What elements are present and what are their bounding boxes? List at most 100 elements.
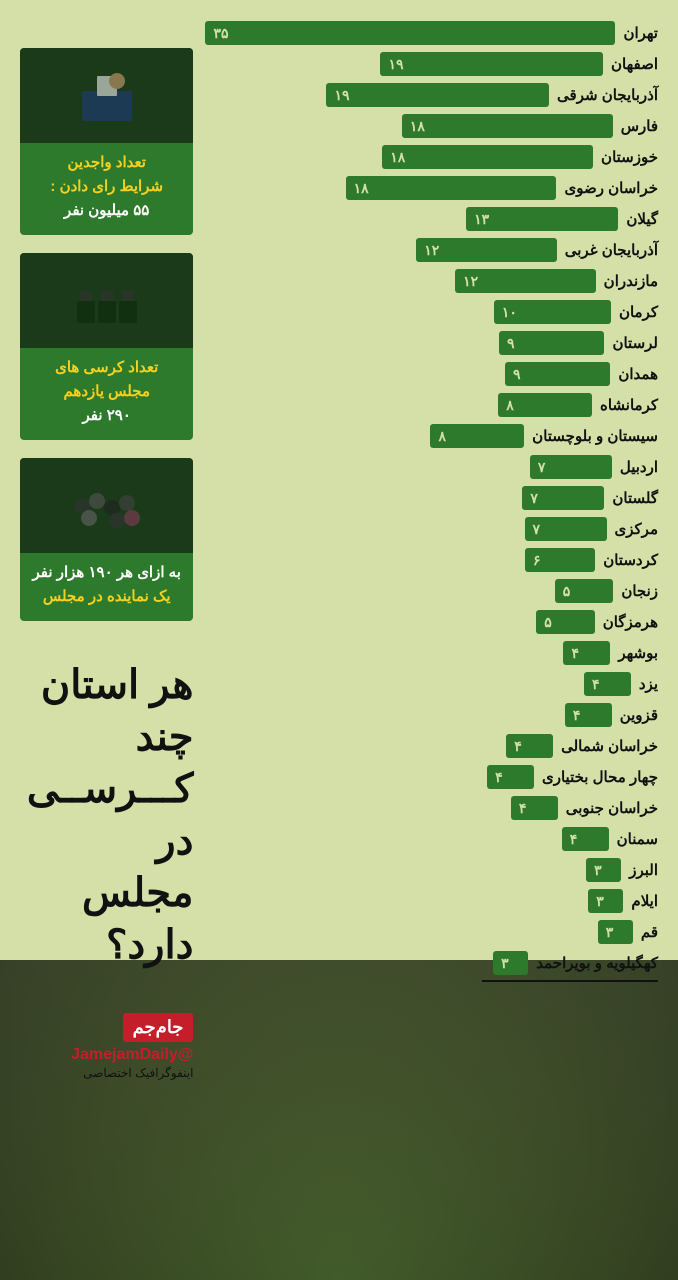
card-line: به ازای هر ۱۹۰ هزار نفر <box>33 564 181 581</box>
bar-label: یزد <box>631 675 658 693</box>
bar: ۴ <box>563 641 610 665</box>
bar-value: ۱۸ <box>410 118 431 135</box>
bar-label: سیستان و بلوچستان <box>524 427 658 445</box>
info-card-ratio: به ازای هر ۱۹۰ هزار نفر یک نماینده در مج… <box>20 458 193 621</box>
bar: ۵ <box>536 610 595 634</box>
brand: جام‌جم @JamejamDaily اینفوگرافیک اختصاصی <box>20 1013 193 1080</box>
bar-label: مازندران <box>596 272 658 290</box>
bar-row: خراسان رضوی ۱۸ <box>205 173 658 203</box>
bar: ۳ <box>586 858 621 882</box>
bar-row: فارس ۱۸ <box>205 111 658 141</box>
bar-value: ۴ <box>592 676 606 693</box>
bar: ۱۲ <box>416 238 557 262</box>
bar-label: خراسان رضوی <box>556 179 658 197</box>
bar-row: زنجان ۵ <box>205 576 658 606</box>
bar-value: ۶ <box>533 552 547 569</box>
bar-label: تهران <box>615 24 658 42</box>
info-card-seats: تعداد کرسی های مجلس یازدهم ۲۹۰ نفر <box>20 253 193 440</box>
bar-value: ۴ <box>495 769 509 786</box>
bar: ۱۸ <box>382 145 593 169</box>
bar-value: ۵ <box>563 583 577 600</box>
bar: ۱۰ <box>494 300 611 324</box>
bar: ۴ <box>562 827 609 851</box>
bar: ۷ <box>525 517 607 541</box>
bar-row: آذربایجان شرقی ۱۹ <box>205 80 658 110</box>
side-panel: تعداد واجدین شرایط رای دادن : ۵۵ میلیون … <box>20 18 193 1080</box>
bar-label: آذربایجان غربی <box>557 241 658 259</box>
bar: ۳ <box>598 920 633 944</box>
bar: ۳۵ <box>205 21 615 45</box>
bar-row: خوزستان ۱۸ <box>205 142 658 172</box>
bar-value: ۱۸ <box>390 149 411 166</box>
bar-value: ۱۹ <box>334 87 355 104</box>
bar-value: ۳۵ <box>213 25 234 42</box>
bar: ۴ <box>584 672 631 696</box>
bar: ۶ <box>525 548 595 572</box>
axis-line <box>482 980 658 982</box>
card-line: تعداد واجدین <box>67 154 145 171</box>
bar: ۴ <box>511 796 558 820</box>
bar-value: ۹ <box>513 366 527 383</box>
bar-row: مرکزی ۷ <box>205 514 658 544</box>
bar-value: ۳ <box>596 893 610 910</box>
brand-subtitle: اینفوگرافیک اختصاصی <box>20 1066 193 1080</box>
bar: ۸ <box>498 393 592 417</box>
bar-row: کرمانشاه ۸ <box>205 390 658 420</box>
info-card-voters: تعداد واجدین شرایط رای دادن : ۵۵ میلیون … <box>20 48 193 235</box>
bar-row: آذربایجان غربی ۱۲ <box>205 235 658 265</box>
bar-row: سیستان و بلوچستان ۸ <box>205 421 658 451</box>
bar-label: هرمزگان <box>595 613 658 631</box>
bar-label: اصفهان <box>603 55 658 73</box>
bar-value: ۱۲ <box>463 273 484 290</box>
bar-row: قم ۳ <box>205 917 658 947</box>
bar-value: ۳ <box>501 955 515 972</box>
bar: ۱۸ <box>402 114 613 138</box>
headline-line: هر استان چند <box>20 659 193 763</box>
bar-row: کهگیلویه و بویراحمد ۳ <box>205 948 658 978</box>
bar-label: فارس <box>613 117 658 135</box>
bar: ۹ <box>505 362 610 386</box>
bar-value: ۴ <box>571 645 585 662</box>
bar-label: زنجان <box>613 582 658 600</box>
bar: ۴ <box>565 703 612 727</box>
ballot-icon <box>20 48 193 143</box>
bar-label: خراسان جنوبی <box>558 799 658 817</box>
bar: ۷ <box>522 486 604 510</box>
bar-label: چهار محال بختیاری <box>534 768 658 786</box>
bar-label: ایلام <box>623 892 658 910</box>
bar-value: ۱۲ <box>424 242 445 259</box>
bar-row: بوشهر ۴ <box>205 638 658 668</box>
bar: ۴ <box>487 765 534 789</box>
bar: ۳ <box>493 951 528 975</box>
bar-row: چهار محال بختیاری ۴ <box>205 762 658 792</box>
bar: ۱۹ <box>380 52 603 76</box>
bar-label: قزوین <box>612 706 658 724</box>
bar-row: خراسان جنوبی ۴ <box>205 793 658 823</box>
bar-row: کردستان ۶ <box>205 545 658 575</box>
bar: ۸ <box>430 424 524 448</box>
bar-row: سمنان ۴ <box>205 824 658 854</box>
bar-label: لرستان <box>604 334 658 352</box>
bar-row: هرمزگان ۵ <box>205 607 658 637</box>
bar-row: البرز ۳ <box>205 855 658 885</box>
bar-value: ۵ <box>544 614 558 631</box>
bar: ۱۲ <box>455 269 596 293</box>
brand-handle: @JamejamDaily <box>20 1046 193 1064</box>
bar: ۷ <box>530 455 612 479</box>
headline-line: مجلس دارد؟ <box>20 867 193 971</box>
crowd-icon <box>20 458 193 553</box>
bar-row: گیلان ۱۳ <box>205 204 658 234</box>
bar-value: ۱۸ <box>354 180 375 197</box>
card-line: شرایط رای دادن : <box>50 178 163 195</box>
bar-value: ۱۹ <box>388 56 409 73</box>
bar-row: اردبیل ۷ <box>205 452 658 482</box>
bar-value: ۴ <box>514 738 528 755</box>
bar-value: ۹ <box>507 335 521 352</box>
bar: ۱۹ <box>326 83 549 107</box>
bar-label: مرکزی <box>607 520 658 538</box>
bar-row: لرستان ۹ <box>205 328 658 358</box>
bar-value: ۱۰ <box>502 304 523 321</box>
bar-row: ایلام ۳ <box>205 886 658 916</box>
bar-row: کرمان ۱۰ <box>205 297 658 327</box>
bar-label: کهگیلویه و بویراحمد <box>528 954 658 972</box>
